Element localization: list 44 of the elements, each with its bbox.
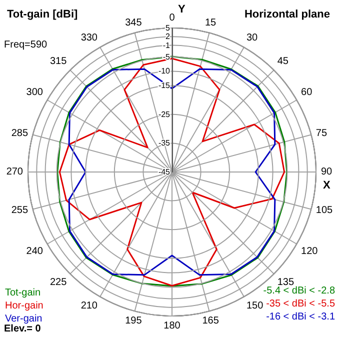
text: -16 < dBi < -3.1	[266, 312, 336, 322]
y-tick-label: -45	[158, 168, 171, 176]
y-tick-label: -35	[158, 138, 171, 148]
spoke-label: 255	[11, 205, 29, 216]
spoke-label: 315	[50, 56, 68, 68]
text: Elev.= 0	[4, 324, 42, 334]
spoke-label: 105	[316, 205, 334, 216]
spoke-label: 195	[125, 315, 142, 326]
spoke-label: 30	[246, 32, 258, 44]
y-tick-label: 2	[166, 32, 171, 42]
spoke-label: 285	[11, 128, 29, 139]
spoke-label: 345	[125, 18, 142, 29]
text: Ver-gain	[5, 314, 42, 324]
text: Y	[178, 4, 186, 16]
y-tick-label: -15	[158, 81, 171, 90]
text: Tot-gain	[5, 288, 41, 298]
y-tick-label: 5	[166, 24, 171, 32]
spoke-label: 90	[321, 166, 333, 178]
spoke-label: 120	[301, 246, 318, 257]
spoke-label: 270	[6, 166, 24, 178]
spoke-label: 240	[26, 246, 44, 257]
spoke-label: 300	[26, 87, 44, 98]
spoke-label: 45	[277, 56, 289, 68]
chart-title: Tot-gain [dBi]	[7, 8, 78, 20]
spoke-label: 150	[246, 300, 264, 312]
text: Freq=590	[4, 40, 48, 50]
y-tick-label: -1	[162, 40, 171, 50]
text: -5.4 < dBi < -2.8	[263, 286, 336, 296]
spoke-label: 15	[205, 18, 217, 29]
text: X	[323, 180, 331, 192]
text: Hor-gain	[5, 300, 44, 312]
spoke-label: 60	[301, 87, 313, 98]
spoke-label: 225	[50, 276, 68, 288]
spoke-label: 165	[202, 315, 220, 326]
text: -35 < dBi < -5.5	[266, 298, 336, 310]
chart-subtitle: Horizontal plane	[244, 8, 330, 20]
spoke-label: 0	[169, 12, 176, 24]
spoke-label: 180	[164, 320, 181, 332]
spoke-label: 135	[277, 276, 294, 288]
spoke-label: 330	[80, 32, 98, 44]
spoke-label: 75	[316, 128, 328, 139]
y-tick-label: -25	[158, 110, 171, 119]
y-tick-label: -10	[158, 66, 171, 76]
spoke-label: 210	[80, 300, 98, 312]
